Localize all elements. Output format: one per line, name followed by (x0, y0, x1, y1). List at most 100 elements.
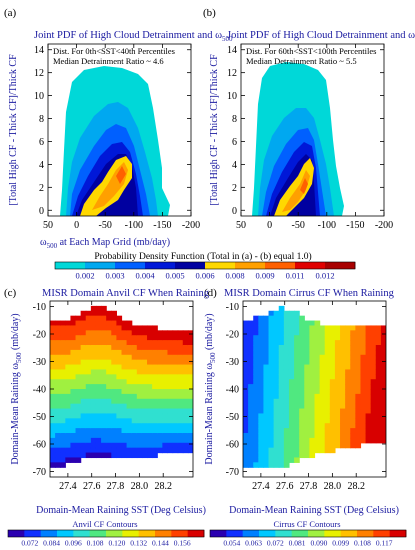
field-cell (116, 437, 123, 444)
colorbar-swatch (145, 262, 176, 269)
field-cell (258, 403, 265, 410)
field-cell (95, 437, 102, 444)
field-cell (157, 384, 163, 390)
field-cell (334, 433, 341, 439)
field-cell (131, 369, 138, 375)
field-cell (60, 379, 66, 385)
field-cell (268, 354, 275, 361)
field-cell (314, 442, 321, 449)
field-cell (268, 359, 275, 366)
field-cell (141, 340, 148, 346)
field-cell (162, 345, 169, 351)
field-cell (121, 428, 128, 434)
field-cell (324, 345, 331, 351)
field-cell (314, 364, 321, 371)
field-cell (152, 433, 158, 439)
field-cell (304, 452, 310, 459)
field-cell (299, 364, 305, 371)
y-tick-label: -40 (33, 385, 46, 396)
field-cell (126, 340, 133, 346)
field-cell (121, 389, 128, 395)
field-cell (350, 398, 356, 405)
field-cell (309, 345, 316, 351)
field-cell (80, 374, 87, 380)
colorbar-swatch (242, 530, 260, 537)
field-cell (345, 325, 351, 331)
field-cell (111, 354, 117, 361)
field-cell (167, 364, 174, 371)
field-cell (141, 335, 148, 341)
field-cell (309, 384, 316, 390)
field-cell (283, 413, 290, 419)
panel-c: MISR Domain Anvil CF When Raining 27.4 27… (10, 288, 210, 516)
field-cell (350, 354, 356, 361)
field-cell (365, 423, 372, 429)
field-cell (75, 379, 82, 385)
field-cell (294, 310, 300, 317)
cirrus-colorbar-ticks: 0.054 0.063 0.072 0.081 0.090 0.099 0.108 0.117 (223, 539, 392, 548)
x-tick-label: 27.6 (276, 481, 294, 492)
field-cell (65, 452, 72, 459)
field-cell (283, 320, 290, 327)
field-cell (75, 447, 82, 454)
colorbar-tick-label: 0.090 (310, 539, 327, 548)
field-cell (121, 423, 128, 429)
field-cell (248, 379, 254, 385)
field-cell (268, 393, 275, 400)
field-cell (85, 428, 92, 434)
field-cell (177, 354, 184, 361)
field-cell (273, 330, 280, 336)
field-cell (187, 384, 193, 390)
field-cell (375, 349, 382, 356)
field-cell (187, 379, 193, 385)
field-cell (121, 335, 128, 341)
field-cell (70, 457, 77, 463)
field-cell (304, 398, 310, 405)
field-cell (294, 320, 300, 327)
field-cell (278, 389, 285, 395)
field-cell (55, 447, 61, 454)
field-cell (258, 413, 265, 419)
field-cell (309, 349, 316, 356)
field-cell (147, 379, 153, 385)
field-cell (248, 345, 254, 351)
field-cell (162, 393, 169, 400)
field-cell (278, 320, 285, 327)
field-cell (187, 374, 193, 380)
field-cell (111, 310, 117, 317)
y-tick-label: -60 (33, 440, 46, 451)
field-cell (106, 384, 112, 390)
field-cell (90, 359, 97, 366)
field-cell (304, 349, 310, 356)
field-cell (268, 457, 275, 463)
field-cell (248, 408, 254, 415)
field-cell (273, 457, 280, 463)
field-cell (162, 447, 169, 454)
field-cell (258, 447, 265, 454)
field-cell (141, 369, 148, 375)
field-cell (95, 433, 102, 439)
field-cell (278, 384, 285, 390)
field-cell (106, 428, 112, 434)
field-cell (162, 418, 169, 424)
field-cell (152, 452, 158, 459)
colorbar-tick-label: 0.108 (87, 539, 104, 548)
field-cell (380, 330, 386, 336)
field-cell (248, 433, 254, 439)
field-cell (182, 423, 189, 429)
field-cell (95, 428, 102, 434)
field-cell (80, 452, 87, 459)
field-cell (370, 379, 377, 385)
field-cell (152, 384, 158, 390)
field-cell (167, 403, 174, 410)
field-cell (101, 320, 107, 327)
field-cell (167, 345, 174, 351)
field-cell (55, 442, 61, 449)
field-cell (283, 330, 290, 336)
field-cell (304, 364, 310, 371)
field-cell (258, 364, 265, 371)
field-cell (80, 413, 87, 419)
field-cell (65, 437, 72, 444)
field-cell (355, 442, 362, 449)
field-cell (365, 403, 372, 410)
